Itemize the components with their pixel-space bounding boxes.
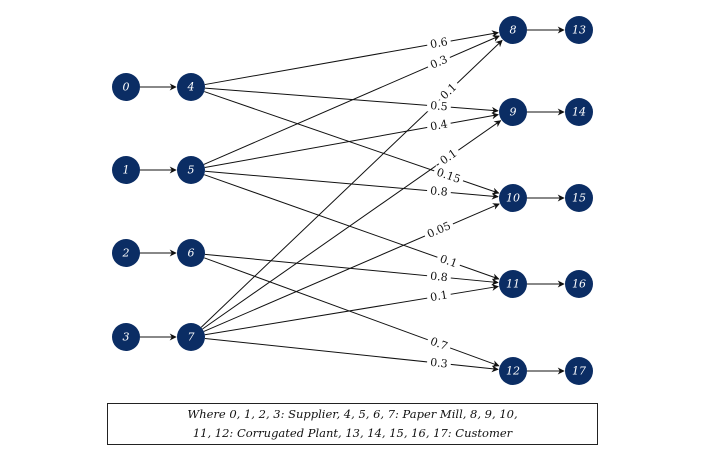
node-circle — [565, 270, 593, 298]
legend-box: Where 0, 1, 2, 3: Supplier, 4, 5, 6, 7: … — [107, 403, 598, 445]
edge-label-background — [435, 78, 462, 104]
edge-label-background — [425, 334, 453, 354]
edge-label-background — [426, 269, 452, 284]
edge-label-5-to-9: 0.4 — [429, 117, 449, 133]
edge-label-background — [426, 117, 452, 134]
edge-labels-layer: 0.60.30.10.50.40.10.150.80.050.10.80.10.… — [422, 35, 465, 371]
node-14-customer: 14 — [565, 98, 593, 126]
node-17-customer: 17 — [565, 357, 593, 385]
node-label: 12 — [506, 365, 520, 378]
node-circle — [499, 98, 527, 126]
edge-label-4-to-9: 0.5 — [430, 99, 448, 113]
node-circle — [112, 156, 140, 184]
edge-label-background — [435, 145, 462, 169]
edge-label-background — [435, 251, 462, 271]
node-circle — [565, 184, 593, 212]
node-5-paper-mill: 5 — [177, 156, 205, 184]
legend-line-1: Where 0, 1, 2, 3: Supplier, 4, 5, 6, 7: … — [187, 407, 518, 421]
node-1-supplier: 1 — [112, 156, 140, 184]
edge-4-to-8 — [204, 30, 499, 86]
edge-label-background — [426, 355, 452, 371]
node-label: 0 — [123, 81, 130, 94]
edge-5-to-8 — [203, 35, 500, 165]
edge-label-5-to-11: 0.1 — [438, 252, 459, 270]
node-label: 11 — [506, 278, 520, 291]
node-label: 2 — [122, 247, 130, 260]
node-13-customer: 13 — [565, 16, 593, 44]
node-circle — [499, 16, 527, 44]
edge-label-7-to-11: 0.1 — [429, 288, 448, 304]
node-circle — [499, 270, 527, 298]
node-label: 15 — [572, 192, 586, 205]
node-16-customer: 16 — [565, 270, 593, 298]
node-8-corrugated-plant: 8 — [499, 16, 527, 44]
edge-label-background — [422, 218, 456, 242]
node-circle — [177, 323, 205, 351]
node-circle — [112, 73, 140, 101]
edge-label-7-to-10: 0.05 — [425, 219, 453, 241]
node-4-paper-mill: 4 — [177, 73, 205, 101]
edge-label-background — [426, 35, 452, 52]
node-circle — [499, 357, 527, 385]
node-label: 3 — [123, 331, 130, 344]
node-label: 14 — [572, 106, 586, 119]
node-label: 9 — [510, 106, 517, 119]
node-circle — [112, 323, 140, 351]
node-circle — [565, 357, 593, 385]
edge-label-background — [426, 99, 452, 114]
edge-label-4-to-8: 0.6 — [429, 35, 448, 51]
node-0-supplier: 0 — [112, 73, 140, 101]
node-label: 6 — [188, 247, 195, 260]
edge-label-background — [432, 165, 465, 187]
edge-label-5-to-10: 0.8 — [430, 184, 449, 198]
node-circle — [177, 239, 205, 267]
edge-label-background — [425, 51, 453, 73]
edge-7-to-11 — [204, 284, 499, 336]
node-10-corrugated-plant: 10 — [499, 184, 527, 212]
node-circle — [499, 184, 527, 212]
edge-7-to-12 — [204, 337, 499, 373]
node-label: 10 — [506, 192, 520, 205]
node-6-paper-mill: 6 — [177, 239, 205, 267]
edge-label-6-to-12: 0.7 — [428, 335, 449, 353]
node-3-supplier: 3 — [112, 323, 140, 351]
node-circle — [177, 73, 205, 101]
edge-label-7-to-12: 0.3 — [430, 356, 449, 371]
node-label: 5 — [188, 164, 195, 177]
node-12-corrugated-plant: 12 — [499, 357, 527, 385]
node-circle — [112, 239, 140, 267]
node-9-corrugated-plant: 9 — [499, 98, 527, 126]
edge-label-5-to-8: 0.3 — [428, 53, 449, 72]
node-label: 16 — [572, 278, 586, 291]
node-7-paper-mill: 7 — [177, 323, 205, 351]
edge-label-6-to-11: 0.8 — [430, 270, 449, 285]
edge-label-4-to-10: 0.15 — [435, 166, 462, 186]
node-label: 8 — [510, 24, 517, 37]
node-circle — [177, 156, 205, 184]
legend-line-2: 11, 12: Corrugated Plant, 13, 14, 15, 16… — [192, 426, 513, 440]
node-label: 4 — [187, 81, 195, 94]
node-2-supplier: 2 — [112, 239, 140, 267]
edge-label-background — [426, 288, 452, 305]
node-circle — [565, 16, 593, 44]
node-label: 7 — [188, 331, 195, 344]
node-label: 17 — [572, 365, 586, 378]
node-11-corrugated-plant: 11 — [499, 270, 527, 298]
edge-label-background — [426, 184, 452, 199]
node-label: 13 — [572, 24, 586, 37]
node-15-customer: 15 — [565, 184, 593, 212]
node-circle — [565, 98, 593, 126]
node-label: 1 — [123, 164, 130, 177]
